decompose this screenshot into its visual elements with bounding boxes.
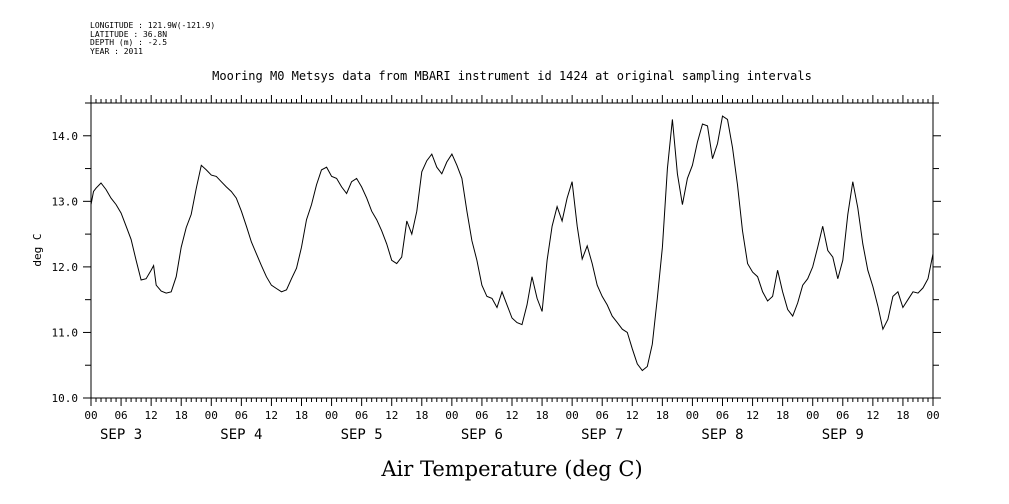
x-tick-label: 00	[445, 409, 458, 422]
y-axis-label: deg C	[31, 233, 44, 266]
x-day-label: SEP 9	[822, 427, 864, 443]
x-axis-label: Air Temperature (deg C)	[380, 457, 642, 481]
x-tick-label: 18	[776, 409, 789, 422]
x-tick-label: 18	[896, 409, 909, 422]
y-tick-label: 14.0	[52, 130, 79, 143]
x-day-label: SEP 8	[701, 427, 743, 443]
x-tick-label: 06	[475, 409, 488, 422]
x-tick-label: 06	[355, 409, 368, 422]
latitude-text: LATITUDE : 36.8N	[90, 29, 168, 39]
x-tick-label: 12	[265, 409, 278, 422]
x-tick-label: 12	[385, 409, 398, 422]
x-tick-label: 18	[656, 409, 669, 422]
x-tick-label: 18	[415, 409, 428, 422]
x-tick-label: 06	[114, 409, 127, 422]
depth-text: DEPTH (m) : -2.5	[90, 38, 168, 47]
y-tick-label: 13.0	[52, 195, 79, 208]
x-tick-label: 00	[84, 409, 97, 422]
y-tick-label: 10.0	[52, 392, 79, 405]
x-tick-label: 00	[205, 409, 218, 422]
metadata-block: LONGITUDE : 121.9W(-121.9) LATITUDE : 36…	[90, 21, 216, 56]
x-tick-label: 12	[145, 409, 158, 422]
x-tick-label: 06	[836, 409, 849, 422]
plot-frame	[90, 102, 934, 399]
x-tick-label: 12	[866, 409, 879, 422]
y-tick-label: 12.0	[52, 261, 79, 274]
x-day-label: SEP 3	[100, 427, 142, 443]
chart-title: Mooring M0 Metsys data from MBARI instru…	[212, 69, 812, 83]
x-tick-label: 12	[746, 409, 759, 422]
x-day-label: SEP 7	[581, 427, 623, 443]
x-tick-label: 00	[566, 409, 579, 422]
x-day-label: SEP 5	[341, 427, 383, 443]
series-line	[90, 115, 934, 372]
x-tick-label: 18	[535, 409, 548, 422]
x-tick-label: 06	[596, 409, 609, 422]
y-tick-label: 11.0	[52, 326, 79, 339]
x-tick-label: 06	[235, 409, 248, 422]
x-tick-label: 00	[926, 409, 939, 422]
x-tick-label: 12	[505, 409, 518, 422]
x-tick-label: 18	[295, 409, 308, 422]
x-tick-label: 00	[325, 409, 338, 422]
axes-group: 10.0 11.0 12.0 13.0 14.0 00 06 12 18 00 06 12 18 00 06…	[52, 95, 941, 443]
x-tick-label: 00	[806, 409, 819, 422]
year-text: YEAR : 2011	[90, 46, 143, 56]
x-tick-label: 18	[175, 409, 188, 422]
longitude-text: LONGITUDE : 121.9W(-121.9)	[90, 21, 216, 30]
x-tick-label: 00	[686, 409, 699, 422]
x-tick-label: 12	[626, 409, 639, 422]
x-day-label: SEP 6	[461, 427, 503, 443]
x-tick-label: 06	[716, 409, 729, 422]
x-day-label: SEP 4	[220, 427, 262, 443]
